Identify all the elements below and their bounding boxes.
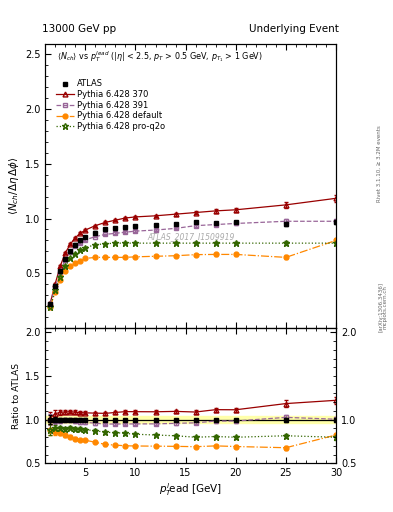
Text: Rivet 3.1.10, ≥ 3.2M events: Rivet 3.1.10, ≥ 3.2M events bbox=[377, 125, 382, 202]
Y-axis label: Ratio to ATLAS: Ratio to ATLAS bbox=[12, 362, 21, 429]
Text: ATLAS_2017_I1509919: ATLAS_2017_I1509919 bbox=[147, 232, 234, 242]
Text: [arXiv:1306.3436]: [arXiv:1306.3436] bbox=[378, 282, 382, 332]
Y-axis label: $\langle N_{ch}/\Delta\eta\,\Delta\phi\rangle$: $\langle N_{ch}/\Delta\eta\,\Delta\phi\r… bbox=[7, 156, 21, 215]
X-axis label: $p_T^l\!$ead [GeV]: $p_T^l\!$ead [GeV] bbox=[159, 481, 222, 498]
Text: Underlying Event: Underlying Event bbox=[249, 24, 339, 34]
Text: $\langle N_{ch}\rangle$ vs $p_T^{lead}$ ($|\eta|$ < 2.5, $p_T$ > 0.5 GeV, $p_{T_: $\langle N_{ch}\rangle$ vs $p_T^{lead}$ … bbox=[57, 49, 263, 64]
Text: mcplots.cern.ch: mcplots.cern.ch bbox=[383, 285, 387, 329]
Text: 13000 GeV pp: 13000 GeV pp bbox=[42, 24, 116, 34]
Legend: ATLAS, Pythia 6.428 370, Pythia 6.428 391, Pythia 6.428 default, Pythia 6.428 pr: ATLAS, Pythia 6.428 370, Pythia 6.428 39… bbox=[52, 76, 169, 135]
Bar bbox=[45, 416, 336, 423]
